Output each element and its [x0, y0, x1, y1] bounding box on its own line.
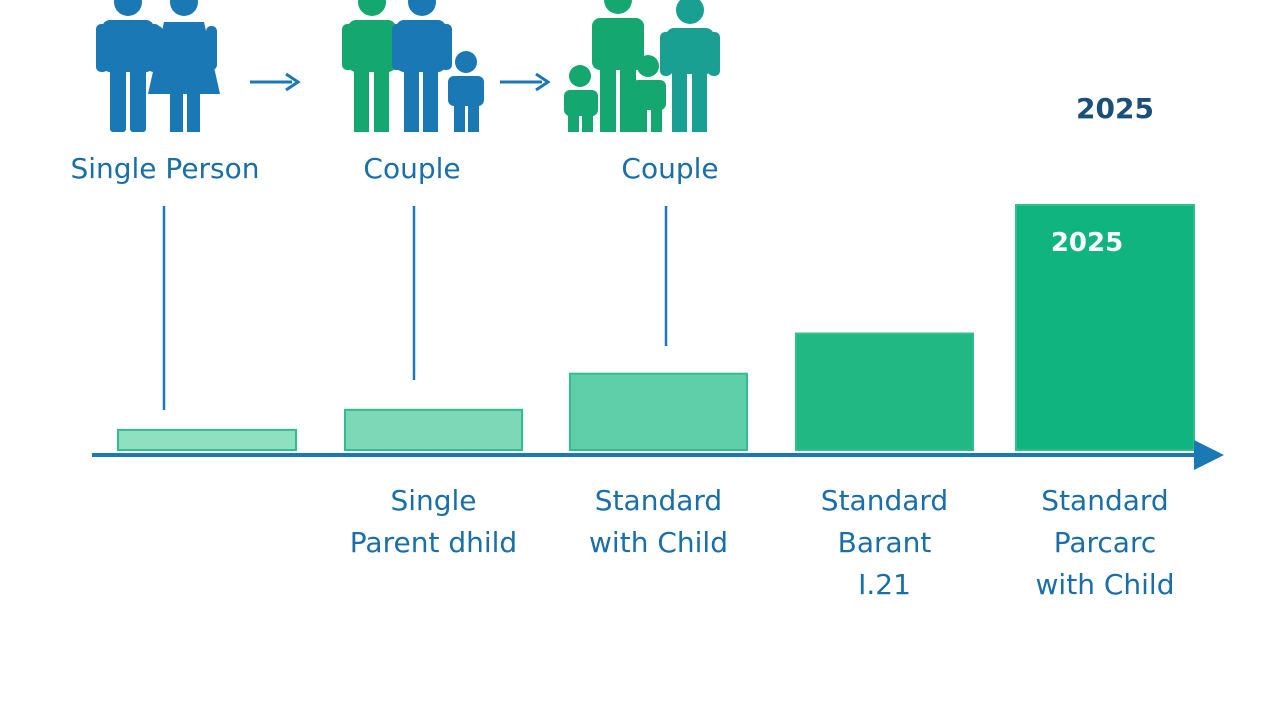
category-label-line: with Child	[589, 526, 728, 559]
bar-3	[569, 372, 748, 452]
single-person-figures-icon	[96, 0, 220, 132]
year-label-top: 2025	[1076, 92, 1154, 125]
bar-group	[117, 204, 1195, 452]
category-label-line: I.21	[858, 568, 911, 601]
bar-4	[795, 332, 974, 452]
family-figures-icon	[564, 0, 720, 132]
category-label-line: Standard	[1041, 484, 1168, 517]
bar-1	[117, 428, 297, 451]
couple-with-child-figures-icon	[342, 0, 484, 132]
caption-couple-family: Couple	[621, 152, 718, 185]
category-label-line: Standard	[821, 484, 948, 517]
bar-5	[1015, 204, 1195, 451]
caption-single-person: Single Person	[70, 152, 259, 185]
category-label-group: Single Parent dhild Standard with Child Stan…	[350, 484, 1175, 601]
category-label-line: Single	[390, 484, 476, 517]
category-label-line: with Child	[1036, 568, 1175, 601]
category-label-line: Parent dhild	[350, 526, 517, 559]
bar-2	[344, 408, 523, 451]
timeline-axis-arrow	[92, 440, 1224, 470]
bar-label-group: 2025	[1051, 228, 1123, 258]
caption-couple: Couple	[363, 152, 460, 185]
category-label-line: Standard	[595, 484, 722, 517]
arrow-right-icon	[500, 72, 551, 92]
arrow-right-icon	[250, 72, 301, 92]
category-label-line: Parcarc	[1054, 526, 1157, 559]
bar-value-label: 2025	[1051, 228, 1123, 258]
category-label-line: Barant	[838, 526, 932, 559]
